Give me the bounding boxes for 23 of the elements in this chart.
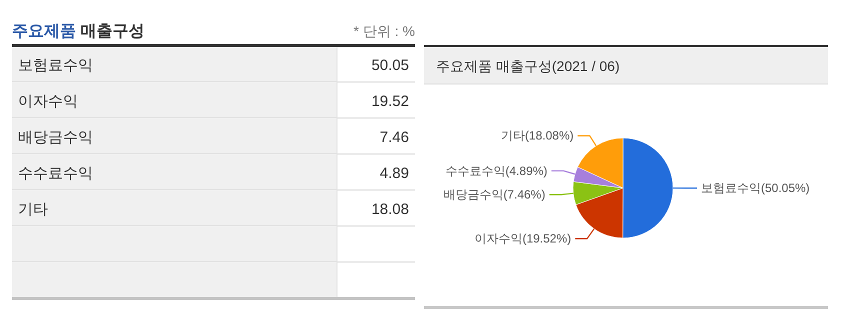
data-label: (19.52%) bbox=[522, 232, 572, 246]
text: * 단위 : % bbox=[354, 23, 415, 39]
category-label: 배당금수익 bbox=[18, 129, 93, 146]
data-label: (18.08%) bbox=[524, 128, 574, 143]
data-label: (50.05%) bbox=[761, 181, 810, 196]
slice-label: 기타 bbox=[500, 128, 525, 143]
data-label: 7.46 bbox=[380, 129, 409, 146]
slice-label: 이자수익 bbox=[474, 232, 522, 246]
category-label: 기타 bbox=[18, 201, 48, 218]
data-label: 4.89 bbox=[380, 165, 409, 182]
slice-label: 배당금수익 bbox=[443, 188, 504, 202]
data-label: (7.46%) bbox=[503, 188, 546, 202]
data-label: 19.52 bbox=[371, 93, 409, 110]
data-label: (4.89%) bbox=[505, 164, 548, 178]
slice-label: 수수료수익 bbox=[445, 164, 506, 178]
category-label: 수수료수익 bbox=[18, 165, 93, 182]
category-label: 보험료수익 bbox=[18, 57, 93, 74]
data-label: 18.08 bbox=[371, 201, 409, 218]
chart-title: 주요제품 매출구성(2021 / 06) bbox=[436, 58, 620, 74]
text: 주요제품 매출구성 bbox=[12, 23, 144, 40]
category-label: 이자수익 bbox=[18, 93, 78, 110]
slice-label: 보험료수익 bbox=[701, 181, 761, 196]
data-label: 50.05 bbox=[371, 57, 409, 74]
